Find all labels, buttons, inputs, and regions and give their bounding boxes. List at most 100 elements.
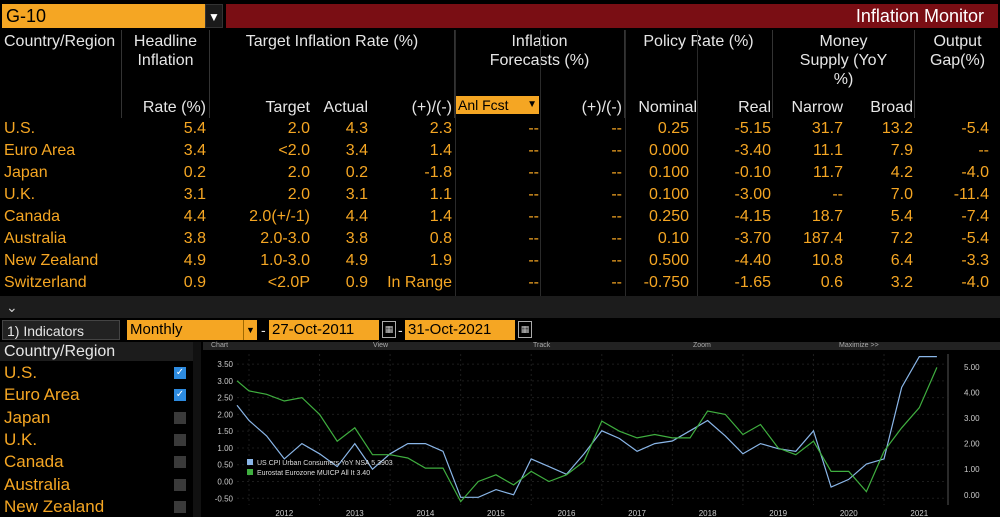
country-list-item[interactable]: New Zealand	[0, 496, 193, 517]
country-checkbox[interactable]: ✓	[174, 389, 186, 402]
chart-tool-maximize[interactable]: Maximize >>	[839, 342, 879, 349]
country-checkbox[interactable]	[174, 478, 186, 491]
legend-label: Eurostat Eurozone MUICP All It 3.40	[257, 470, 370, 477]
row-country: Euro Area	[4, 142, 76, 159]
cell-broad: 7.9	[890, 142, 913, 159]
row-country: U.K.	[4, 186, 36, 203]
left-tick-label: 0.50	[217, 461, 233, 470]
row-country: Japan	[4, 164, 48, 181]
header-money-label: Money Supply (YoY %)	[799, 33, 888, 88]
header-forecast-label: Inflation Forecasts (%)	[489, 33, 590, 69]
country-list-item[interactable]: U.S. ✓	[0, 362, 193, 384]
header-policy[interactable]: Policy Rate (%)	[625, 30, 773, 118]
cell-rate: 5.4	[183, 120, 206, 137]
frequency-chevron-icon[interactable]: ▼	[243, 320, 257, 340]
chart-tool-zoom[interactable]: Zoom	[693, 342, 711, 349]
table-row[interactable]: Japan 0.2 2.0 0.2 -1.8 -- -- 0.100 -0.10 11.7 4.2 -…	[0, 162, 1000, 184]
indicators-button[interactable]: 1) Indicators	[2, 320, 120, 340]
country-checkbox[interactable]	[174, 411, 186, 424]
sub-real: Real	[738, 99, 771, 116]
panel-divider[interactable]: ⌄	[0, 296, 1000, 318]
sub-nominal: Nominal	[638, 99, 697, 116]
table-row[interactable]: Canada 4.4 2.0(+/-1) 4.4 1.4 -- -- 0.250 -4.15 18…	[0, 206, 1000, 228]
end-date-input[interactable]: 31-Oct-2021	[405, 320, 515, 340]
chart-canvas[interactable]: 3.50 3.00 2.50 2.00 1.50 1.00 0.50 0.00 -0.50 5.0…	[203, 350, 1000, 517]
cell-gap: -7.4	[961, 208, 989, 225]
header-forecast[interactable]: Inflation Forecasts (%)	[455, 30, 625, 118]
cell-broad: 7.0	[890, 186, 913, 203]
country-list-item[interactable]: U.K.	[0, 429, 193, 451]
table-row[interactable]: Euro Area 3.4 <2.0 3.4 1.4 -- -- 0.000 -3.40 11.1…	[0, 140, 1000, 162]
cell-narrow: 31.7	[811, 120, 843, 137]
cell-fd: --	[611, 186, 622, 203]
country-list-scrollbar[interactable]	[193, 342, 201, 517]
header-output[interactable]: Output Gap(%)	[915, 30, 1000, 118]
indicator-chart[interactable]: Chart View Track Zoom Maximize >> 3.50 3.…	[203, 342, 1000, 517]
security-dropdown-icon[interactable]: ▼	[205, 4, 223, 28]
table-row[interactable]: New Zealand 4.9 1.0-3.0 4.9 1.9 -- -- 0.500 -4.4…	[0, 250, 1000, 272]
cell-fc: --	[528, 186, 539, 203]
column-divider	[625, 30, 626, 296]
cell-broad: 3.2	[890, 274, 913, 291]
header-headline-label: Headline Inflation	[133, 33, 198, 69]
cell-real: -1.65	[734, 274, 771, 291]
x-tick-label: 2013	[346, 509, 364, 517]
row-country: Switzerland	[4, 274, 87, 291]
table-row[interactable]: U.K. 3.1 2.0 3.1 1.1 -- -- 0.100 -3.00 -- 7.0 -11.4	[0, 184, 1000, 206]
country-checkbox[interactable]	[174, 500, 186, 513]
header-country-label: Country/Region	[4, 33, 116, 50]
left-tick-label: 1.00	[217, 444, 233, 453]
country-checkbox[interactable]	[174, 456, 186, 469]
cell-nominal: -0.750	[643, 274, 689, 291]
forecast-type-dropdown[interactable]: Anl Fcst ▼	[455, 96, 539, 114]
cell-rate: 0.2	[183, 164, 206, 181]
country-list-item[interactable]: Euro Area ✓	[0, 384, 193, 406]
cell-gap: -11.4	[953, 186, 989, 203]
country-list-item[interactable]: Japan	[0, 407, 193, 429]
chart-toolbar: Chart View Track Zoom Maximize >>	[203, 342, 1000, 350]
country-list-item[interactable]: Australia	[0, 474, 193, 496]
cell-narrow: 11.7	[813, 164, 843, 181]
header-money[interactable]: Money Supply (YoY %)	[773, 30, 915, 118]
cell-fc: --	[528, 208, 539, 225]
cell-real: -4.15	[734, 208, 771, 225]
cell-actual: 3.4	[345, 142, 368, 159]
cell-broad: 13.2	[881, 120, 913, 137]
chart-tool-chart[interactable]: Chart	[211, 342, 229, 349]
chart-tool-track[interactable]: Track	[533, 342, 551, 349]
chart-tool-view[interactable]: View	[373, 342, 389, 349]
table-row[interactable]: Switzerland 0.9 <2.0P 0.9 In Range -- -- -0.750…	[0, 272, 1000, 294]
table-row[interactable]: Australia 3.8 2.0-3.0 3.8 0.8 -- -- 0.10 -3.70 18…	[0, 228, 1000, 250]
header-country[interactable]: Country/Region	[0, 30, 122, 118]
cell-narrow: 10.8	[811, 252, 843, 269]
cell-fc: --	[528, 252, 539, 269]
security-input[interactable]: G-10	[2, 4, 205, 28]
country-checkbox[interactable]	[174, 433, 186, 446]
x-tick-label: 2012	[275, 509, 293, 517]
end-calendar-icon[interactable]: ▦	[518, 321, 532, 338]
country-list-item-label: Euro Area	[4, 385, 80, 405]
cell-fc: --	[528, 120, 539, 137]
cell-actual: 0.9	[345, 274, 368, 291]
cell-actual: 4.4	[345, 208, 368, 225]
right-tick-label: 4.00	[964, 388, 980, 397]
cell-broad: 5.4	[890, 208, 913, 225]
cell-target: 2.0(+/-1)	[249, 208, 310, 225]
country-list-item[interactable]: Canada	[0, 451, 193, 473]
cell-target: 2.0	[287, 164, 310, 181]
country-checkbox[interactable]: ✓	[174, 367, 186, 379]
cell-narrow: 18.7	[811, 208, 843, 225]
cell-gap: -4.0	[961, 164, 989, 181]
left-tick-label: 3.50	[217, 360, 233, 369]
start-date-input[interactable]: 27-Oct-2011	[269, 320, 379, 340]
start-calendar-icon[interactable]: ▦	[382, 321, 396, 338]
country-list-header: Country/Region	[0, 342, 193, 361]
row-country: New Zealand	[4, 252, 99, 269]
table-row[interactable]: U.S. 5.4 2.0 4.3 2.3 -- -- 0.25 -5.15 31.7 13.2 -5.…	[0, 118, 1000, 140]
header-target[interactable]: Target Inflation Rate (%)	[210, 30, 455, 118]
frequency-select[interactable]: Monthly	[127, 320, 243, 340]
legend-swatch	[247, 459, 253, 465]
cell-rate: 4.4	[183, 208, 206, 225]
header-headline[interactable]: Headline Inflation	[122, 30, 210, 118]
country-list-item-label: Canada	[4, 452, 64, 472]
